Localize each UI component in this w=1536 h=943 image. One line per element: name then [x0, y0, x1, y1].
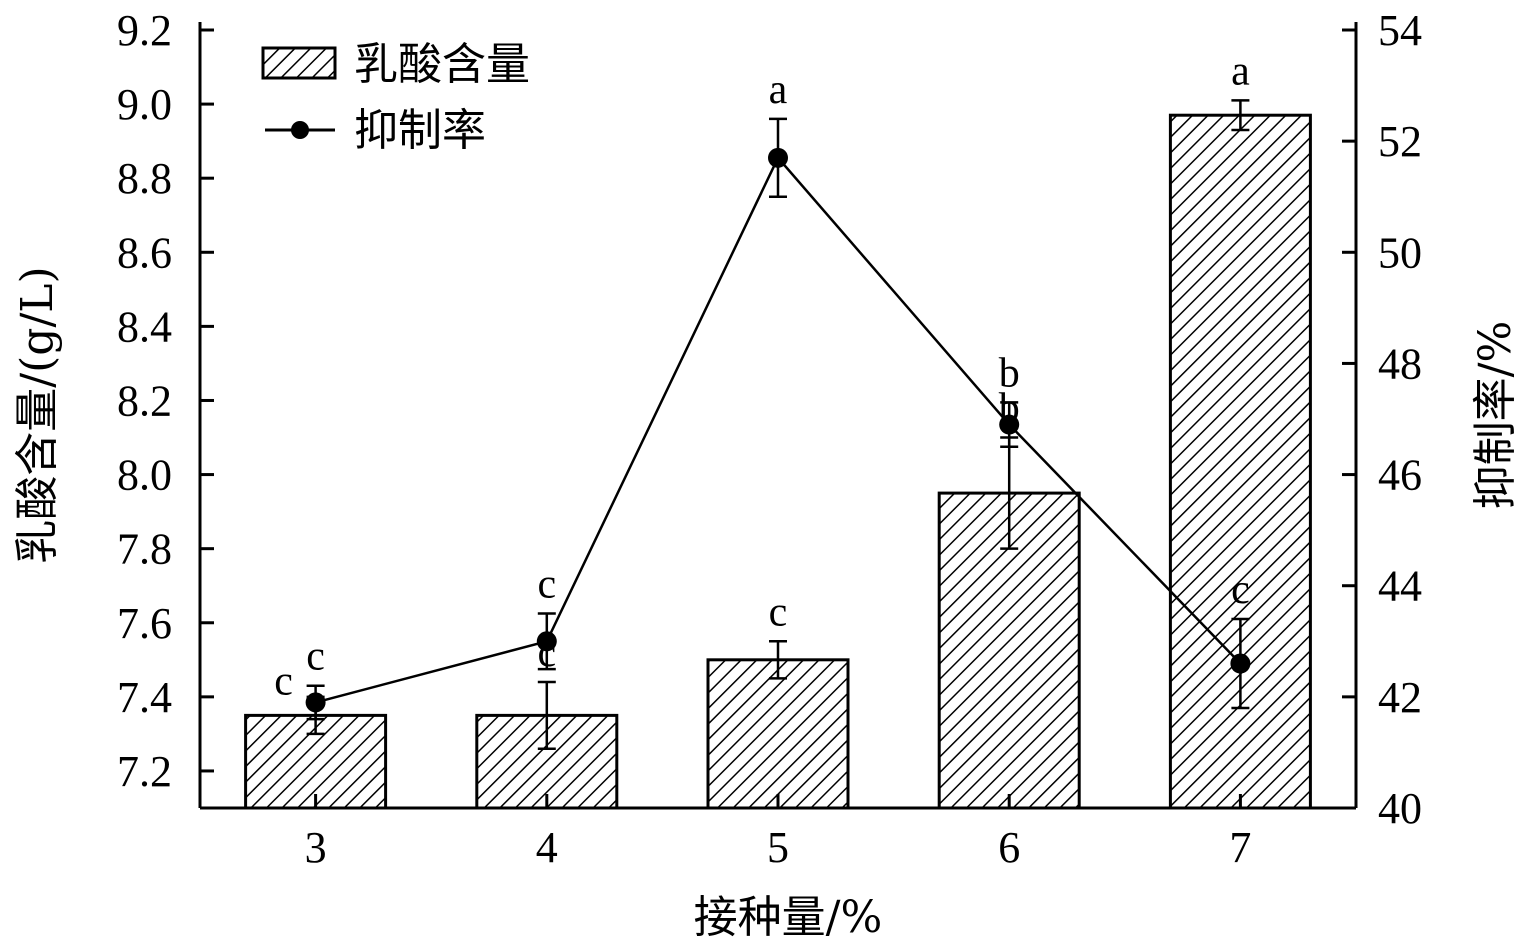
right-y-tick-label: 44: [1378, 562, 1422, 611]
right-y-tick-label: 54: [1378, 6, 1422, 55]
line-significance-label: c: [537, 562, 556, 608]
left-y-tick-label: 8.8: [117, 154, 172, 203]
right-axis-title: 抑制率/%: [1470, 321, 1521, 510]
line-significance-label: c: [306, 634, 325, 680]
left-y-tick-label: 8.2: [117, 376, 172, 425]
line-layer: [305, 117, 1251, 721]
bar-significance-label: c: [769, 589, 788, 635]
x-tick-label: 6: [998, 823, 1020, 872]
left-y-tick-label: 8.4: [117, 302, 172, 351]
x-axis-title: 接种量/%: [694, 892, 883, 943]
line-point: [305, 692, 326, 713]
x-tick-label: 4: [536, 823, 558, 872]
bar-significance-label: c: [274, 658, 293, 704]
left-axis-title: 乳酸含量/(g/L): [12, 266, 63, 563]
axes-layer: 7.27.47.67.88.08.28.48.68.89.09.24042444…: [117, 6, 1422, 872]
bars-layer: [244, 99, 1312, 810]
line-significance-label: b: [999, 350, 1020, 396]
left-y-tick-label: 7.8: [117, 525, 172, 574]
left-y-tick-label: 9.0: [117, 80, 172, 129]
left-y-tick-label: 7.4: [117, 673, 172, 722]
legend-bar-label: 乳酸含量: [354, 39, 530, 90]
bar-significance-label: b: [999, 386, 1020, 432]
left-y-tick-label: 7.2: [117, 747, 172, 796]
x-tick-label: 7: [1229, 823, 1251, 872]
bar-significance-label: c: [537, 630, 556, 676]
left-y-tick-label: 7.6: [117, 599, 172, 648]
right-y-tick-label: 46: [1378, 451, 1422, 500]
right-y-tick-label: 50: [1378, 228, 1422, 277]
legend: 乳酸含量 抑制率: [261, 39, 530, 156]
line-point: [1230, 653, 1251, 674]
legend-bar-swatch: [261, 46, 337, 80]
left-y-tick-label: 8.0: [117, 451, 172, 500]
right-y-tick-label: 48: [1378, 339, 1422, 388]
legend-line-marker: [291, 121, 309, 139]
left-y-tick-label: 8.6: [117, 228, 172, 277]
line-point: [536, 631, 557, 652]
bar-significance-label: a: [1231, 48, 1250, 94]
bar: [706, 658, 850, 810]
right-y-tick-label: 52: [1378, 117, 1422, 166]
line-point: [768, 147, 788, 168]
line-point: [999, 414, 1020, 435]
legend-line-label: 抑制率: [354, 105, 486, 156]
left-y-tick-label: 9.2: [117, 6, 172, 55]
right-y-tick-label: 40: [1378, 784, 1422, 833]
right-y-tick-label: 42: [1378, 673, 1422, 722]
x-tick-label: 5: [767, 823, 789, 872]
line-significance-label: c: [1231, 567, 1250, 613]
line-significance-label: a: [769, 67, 788, 113]
x-tick-label: 3: [305, 823, 327, 872]
